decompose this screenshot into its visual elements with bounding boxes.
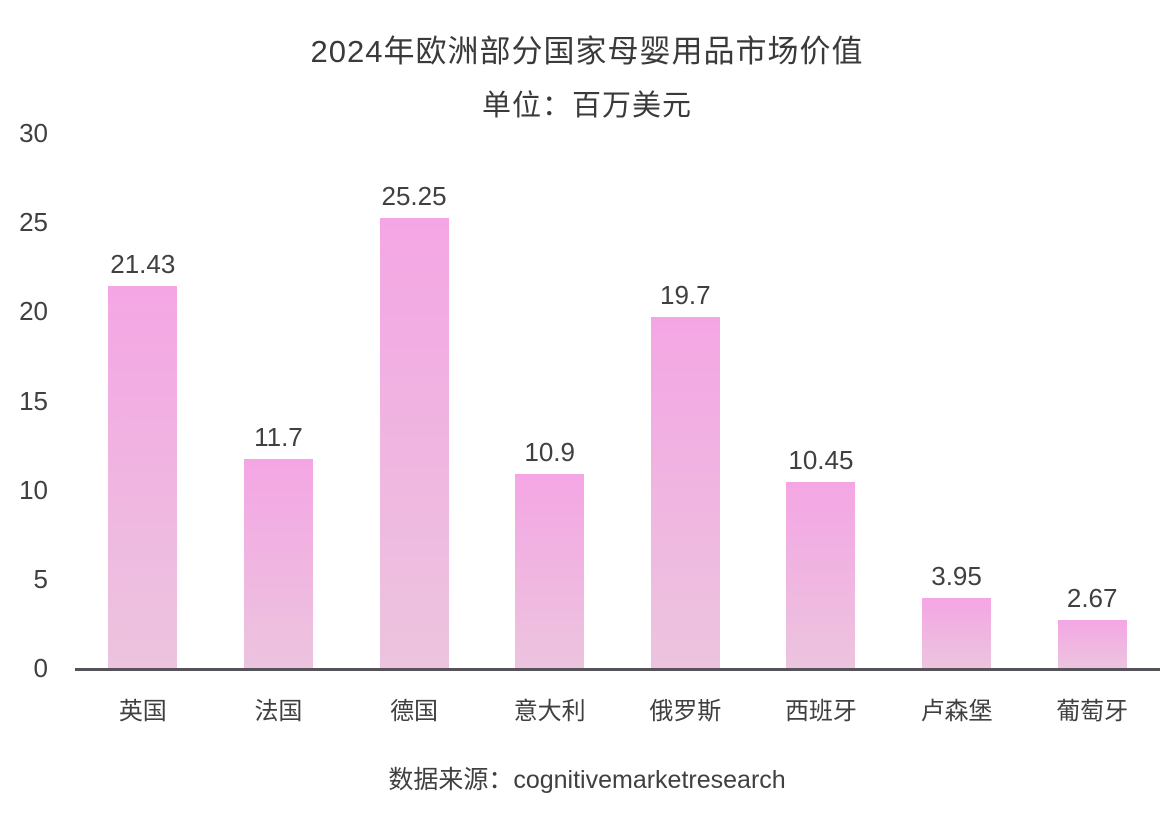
bar-value-label: 10.45 <box>788 445 854 475</box>
bar-value-label: 11.7 <box>254 422 303 452</box>
y-axis: 0 5 10 15 20 25 30 <box>0 120 48 681</box>
x-tick-label: 西班牙 <box>784 698 857 725</box>
y-tick-label: 0 <box>33 653 48 683</box>
bar-英国 <box>108 286 178 668</box>
y-tick-label: 10 <box>19 474 48 505</box>
bar-俄罗斯 <box>650 317 720 668</box>
chart-source: 数据来源：cognitivemarketresearch <box>388 766 786 794</box>
bar-value-label: 10.9 <box>524 437 575 467</box>
bar-卢森堡 <box>922 598 992 668</box>
bar-葡萄牙 <box>1057 620 1127 668</box>
bar-value-label: 3.95 <box>931 561 982 591</box>
x-tick-label: 葡萄牙 <box>1056 698 1129 725</box>
y-tick-label: 30 <box>19 118 48 148</box>
chart-subtitle: 单位：百万美元 <box>481 90 692 122</box>
bar-西班牙 <box>786 482 856 668</box>
x-tick-label: 卢森堡 <box>920 698 993 725</box>
bar-法国 <box>243 459 313 668</box>
bar-value-label: 21.43 <box>110 249 176 279</box>
x-axis-line <box>75 668 1160 671</box>
x-tick-label: 俄罗斯 <box>649 698 722 725</box>
bar-value-label: 19.7 <box>660 280 711 310</box>
bar-value-label: 25.25 <box>381 181 447 211</box>
x-tick-label: 意大利 <box>513 698 586 725</box>
bar-value-label: 2.67 <box>1066 583 1118 613</box>
plot-area: 21.43 英国 11.7 法国 25.25 德国 10.9 意大利 19.7 俄罗斯 10.45 西… <box>75 133 1160 725</box>
bar-意大利 <box>515 474 585 668</box>
y-tick-label: 15 <box>19 385 48 416</box>
y-tick-label: 5 <box>33 563 48 594</box>
chart-title: 2024年欧洲部分国家母婴用品市场价值 <box>310 34 864 69</box>
x-tick-label: 法国 <box>254 698 303 725</box>
x-tick-label: 德国 <box>390 698 439 725</box>
bar-德国 <box>379 218 449 668</box>
y-tick-label: 25 <box>19 207 48 238</box>
y-tick-label: 20 <box>19 296 48 327</box>
x-tick-label: 英国 <box>118 698 167 725</box>
